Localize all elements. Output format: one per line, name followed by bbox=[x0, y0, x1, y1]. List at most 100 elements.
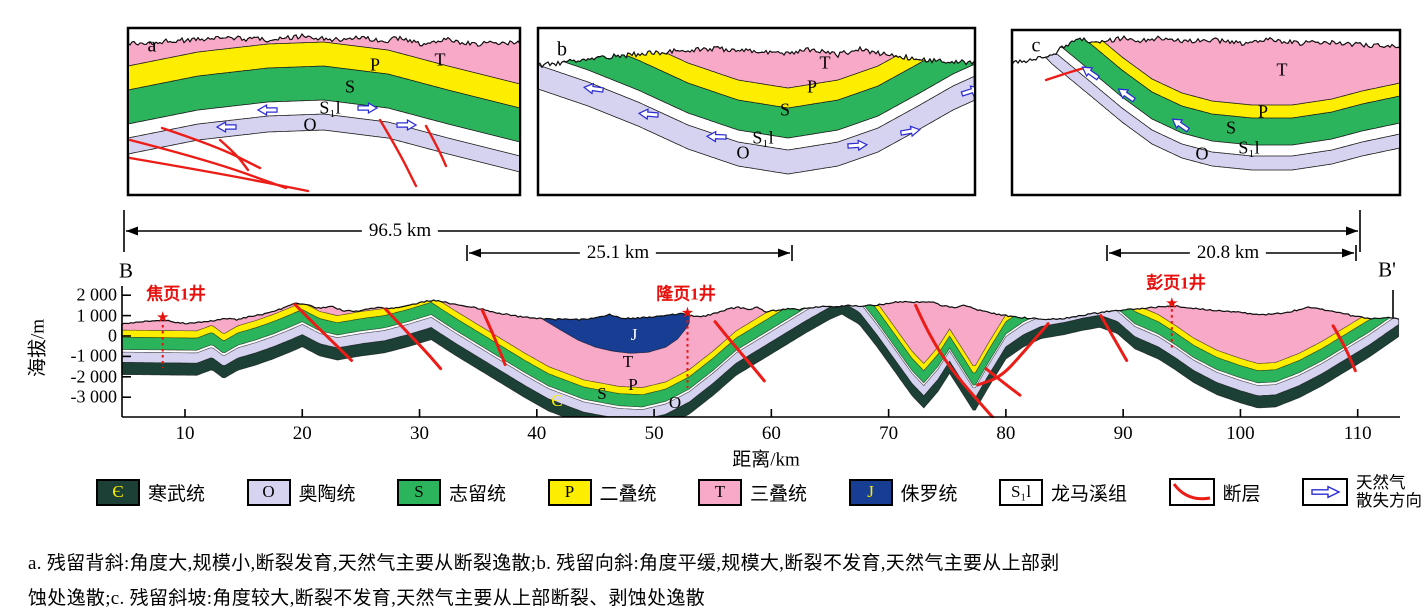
legend-swatch-ordovician: O bbox=[246, 478, 291, 506]
legend-swatch-silurian: S bbox=[397, 478, 441, 506]
well-star-icon: ★ bbox=[156, 310, 169, 326]
inset-panel-c bbox=[1010, 28, 1402, 197]
legend-label: 断层 bbox=[1222, 483, 1261, 505]
well-label-0: 焦页1井 bbox=[146, 284, 206, 304]
fault-line bbox=[976, 322, 1050, 387]
legend-label: 志留统 bbox=[449, 483, 507, 505]
fault-line bbox=[1044, 66, 1086, 82]
panel-a-unit-silurian: S bbox=[344, 76, 356, 97]
legend-item-1: O 奥陶统 bbox=[246, 478, 356, 506]
section-axes bbox=[121, 286, 1400, 418]
section-end-label-b: B bbox=[118, 258, 134, 283]
legend-item-0: Є 寒武统 bbox=[96, 478, 205, 506]
dist-tick-10: 110 bbox=[1343, 423, 1372, 444]
elev-tick-4: -2 000 bbox=[70, 366, 118, 387]
legend-swatch-letter: S₁l bbox=[1010, 482, 1032, 502]
fault-line bbox=[984, 367, 1022, 397]
inset-panel-a bbox=[126, 26, 522, 197]
legend-item-4: T 三叠统 bbox=[698, 478, 807, 506]
gas-escape-arrow-icon bbox=[1117, 88, 1137, 103]
section-unit-jurassic: J bbox=[631, 325, 638, 344]
dist-tick-2: 30 bbox=[410, 423, 430, 444]
panel-b-letter: b bbox=[557, 38, 567, 61]
panel-b-unit-longmaxi: S₁l bbox=[752, 127, 774, 148]
distance-axis-label: 距离/km bbox=[732, 449, 800, 471]
fault-curve-icon bbox=[1172, 483, 1210, 501]
dist-tick-7: 80 bbox=[996, 423, 1016, 444]
panel-c-unit-ordovician: O bbox=[1195, 143, 1209, 164]
legend-item-7: 断层 bbox=[1168, 478, 1261, 507]
dist-tick-5: 60 bbox=[761, 423, 781, 444]
panel-a-unit-longmaxi: S₁l bbox=[319, 97, 341, 118]
fault-line bbox=[424, 124, 448, 168]
legend: Є 寒武统 O 奥陶统 S 志留统 P 二叠统 T 三叠统 J 侏罗统 S₁l 龙马溪组 断层 天然气 散失方向 bbox=[96, 473, 1422, 511]
panel-a-unit-ordovician: O bbox=[303, 114, 317, 135]
panel-a-letter: a bbox=[147, 34, 157, 57]
dist-tick-9: 100 bbox=[1226, 423, 1255, 444]
legend-swatch-jurassic: J bbox=[848, 478, 893, 506]
section-unit-silurian: S bbox=[597, 384, 606, 403]
fault-line bbox=[291, 300, 354, 362]
panel-b-unit-triassic: T bbox=[819, 52, 831, 73]
legend-swatch-letter: T bbox=[714, 482, 726, 502]
legend-item-2: S 志留统 bbox=[397, 478, 507, 506]
gas-escape-arrow-icon bbox=[1081, 66, 1101, 81]
elev-tick-3: -1 000 bbox=[70, 345, 118, 366]
fault-line bbox=[1331, 324, 1357, 373]
legend-swatch-permian: P bbox=[547, 478, 592, 506]
legend-swatch-letter: Є bbox=[112, 482, 124, 502]
fault-line bbox=[378, 118, 418, 188]
legend-label: 天然气 散失方向 bbox=[1356, 473, 1422, 511]
elev-tick-2: 0 bbox=[108, 325, 117, 346]
scale-bar-label-96: 96.5 km bbox=[361, 220, 439, 242]
dist-tick-6: 70 bbox=[879, 423, 899, 444]
gas-escape-arrow-icon bbox=[215, 120, 237, 134]
legend-swatch-triassic: T bbox=[698, 478, 742, 506]
elevation-axis-label: 海拔/m bbox=[27, 318, 49, 378]
scale-bar-label-20: 20.8 km bbox=[1189, 242, 1267, 264]
legend-label: 二叠统 bbox=[599, 483, 657, 505]
legend-label: 侏罗统 bbox=[900, 483, 958, 505]
legend-item-6: S₁l 龙马溪组 bbox=[999, 478, 1128, 506]
elev-tick-1: 1 000 bbox=[76, 305, 118, 326]
fault-line bbox=[479, 304, 507, 367]
section-unit-cambrian: Є bbox=[551, 391, 562, 410]
legend-label-line: 散失方向 bbox=[1356, 491, 1422, 511]
well-star-icon: ★ bbox=[681, 305, 694, 321]
legend-item-8: 天然气 散失方向 bbox=[1302, 473, 1422, 511]
fault-line bbox=[914, 303, 995, 418]
panel-c-unit-triassic: T bbox=[1276, 59, 1288, 80]
fault-line bbox=[218, 138, 250, 172]
legend-item-3: P 二叠统 bbox=[547, 478, 657, 506]
legend-label: 龙马溪组 bbox=[1051, 483, 1128, 505]
panel-b-unit-ordovician: O bbox=[736, 142, 750, 163]
gas-escape-arrow-icon bbox=[1311, 485, 1341, 499]
panel-c-unit-silurian: S bbox=[1225, 117, 1237, 138]
panel-c-letter: c bbox=[1031, 34, 1041, 57]
gas-escape-arrow-icon bbox=[1171, 118, 1191, 133]
elev-tick-5: -3 000 bbox=[70, 386, 118, 407]
dist-tick-0: 10 bbox=[175, 423, 195, 444]
scale-bar-label-25: 25.1 km bbox=[579, 242, 657, 264]
elev-tick-0: 2 000 bbox=[76, 284, 118, 305]
panel-a-unit-triassic: T bbox=[434, 49, 446, 70]
dist-tick-3: 40 bbox=[527, 423, 547, 444]
panel-b-unit-permian: P bbox=[806, 76, 818, 97]
gas-escape-arrow-icon bbox=[899, 125, 921, 138]
gas-escape-arrow-icon bbox=[637, 108, 659, 121]
fault-line bbox=[713, 320, 766, 383]
gas-escape-arrow-icon bbox=[582, 82, 604, 95]
legend-item-5: J 侏罗统 bbox=[848, 478, 958, 506]
section-unit-triassic: T bbox=[623, 352, 634, 371]
fault-line bbox=[1099, 314, 1129, 362]
dist-tick-4: 50 bbox=[644, 423, 664, 444]
legend-swatch-letter: S bbox=[414, 482, 424, 502]
panel-c-unit-permian: P bbox=[1257, 101, 1269, 122]
fault-line bbox=[380, 303, 443, 371]
dist-tick-8: 90 bbox=[1113, 423, 1133, 444]
gas-escape-arrow-icon bbox=[705, 130, 727, 143]
legend-fault-swatch bbox=[1168, 478, 1215, 507]
legend-swatch-letter: J bbox=[867, 482, 874, 502]
